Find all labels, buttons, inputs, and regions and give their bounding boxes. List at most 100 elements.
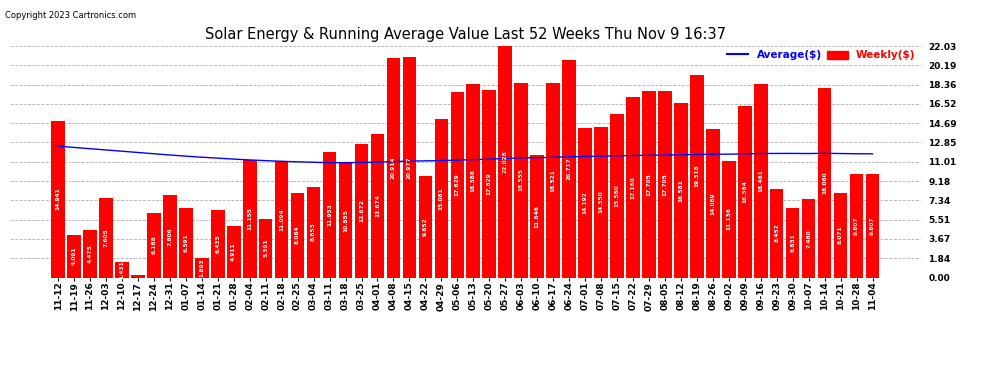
Bar	[211, 210, 225, 278]
Text: Copyright 2023 Cartronics.com: Copyright 2023 Cartronics.com	[5, 11, 136, 20]
Text: 15.560: 15.560	[615, 184, 620, 207]
Text: 4.475: 4.475	[87, 244, 92, 263]
Text: 4.911: 4.911	[232, 242, 237, 261]
Bar	[67, 234, 81, 278]
Text: 8.071: 8.071	[839, 226, 843, 245]
Text: 17.829: 17.829	[487, 172, 492, 195]
Text: 6.631: 6.631	[790, 233, 795, 252]
Bar	[674, 103, 688, 278]
Text: 5.591: 5.591	[263, 239, 268, 258]
Bar	[562, 60, 576, 278]
Bar	[786, 208, 800, 278]
Bar	[387, 58, 400, 278]
Bar	[802, 199, 816, 278]
Text: 17.160: 17.160	[631, 176, 636, 199]
Text: 20.717: 20.717	[566, 157, 571, 180]
Bar	[370, 134, 384, 278]
Text: 6.435: 6.435	[215, 234, 221, 253]
Bar	[163, 195, 176, 278]
Bar	[419, 176, 433, 278]
Bar	[339, 164, 352, 278]
Text: 14.941: 14.941	[55, 188, 60, 210]
Text: 8.064: 8.064	[295, 226, 300, 245]
Bar	[643, 92, 655, 278]
Text: 15.061: 15.061	[439, 187, 444, 210]
Bar	[323, 152, 337, 278]
Text: 18.388: 18.388	[471, 170, 476, 192]
Text: 11.646: 11.646	[535, 205, 540, 228]
Bar	[531, 155, 544, 278]
Bar	[849, 174, 863, 278]
Text: 22.028: 22.028	[503, 150, 508, 173]
Text: 7.806: 7.806	[167, 227, 172, 246]
Text: 13.674: 13.674	[375, 194, 380, 217]
Bar	[259, 219, 272, 278]
Bar	[690, 75, 704, 278]
Bar	[435, 119, 448, 278]
Bar	[403, 57, 416, 278]
Text: 18.461: 18.461	[758, 169, 763, 192]
Bar	[834, 193, 847, 278]
Text: 8.653: 8.653	[311, 223, 316, 242]
Text: 12.672: 12.672	[359, 200, 364, 222]
Text: 18.521: 18.521	[550, 169, 555, 192]
Bar	[482, 90, 496, 278]
Bar	[818, 88, 832, 278]
Text: 16.581: 16.581	[678, 179, 683, 202]
Text: 14.192: 14.192	[582, 192, 588, 214]
Text: 1.893: 1.893	[199, 258, 204, 277]
Text: 18.060: 18.060	[822, 171, 827, 194]
Text: 1.431: 1.431	[120, 261, 125, 279]
Bar	[131, 275, 145, 278]
Legend: Average($), Weekly($): Average($), Weekly($)	[728, 50, 916, 60]
Title: Solar Energy & Running Average Value Last 52 Weeks Thu Nov 9 16:37: Solar Energy & Running Average Value Las…	[205, 27, 726, 42]
Bar	[658, 92, 671, 278]
Text: 8.452: 8.452	[774, 224, 779, 243]
Bar	[148, 213, 160, 278]
Bar	[354, 144, 368, 278]
Bar	[307, 187, 321, 278]
Bar	[770, 189, 783, 278]
Text: 7.605: 7.605	[104, 228, 109, 247]
Bar	[610, 114, 624, 278]
Bar	[99, 198, 113, 278]
Text: 19.318: 19.318	[694, 165, 699, 188]
Text: 17.629: 17.629	[454, 174, 459, 196]
Bar	[594, 127, 608, 278]
Text: 11.094: 11.094	[279, 208, 284, 231]
Bar	[179, 208, 193, 278]
Bar	[83, 231, 97, 278]
Bar	[51, 120, 65, 278]
Bar	[706, 129, 720, 278]
Text: 20.977: 20.977	[407, 156, 412, 178]
Bar	[546, 83, 560, 278]
Bar	[578, 128, 592, 278]
Text: 10.855: 10.855	[343, 209, 348, 232]
Text: 11.136: 11.136	[727, 208, 732, 231]
Bar	[450, 92, 464, 278]
Bar	[498, 46, 512, 278]
Text: 7.460: 7.460	[806, 229, 811, 248]
Text: 6.168: 6.168	[151, 236, 156, 255]
Bar	[865, 174, 879, 278]
Bar	[627, 97, 640, 278]
Text: 9.652: 9.652	[423, 217, 428, 236]
Text: 17.705: 17.705	[646, 173, 651, 196]
Bar	[291, 193, 304, 278]
Bar	[275, 161, 288, 278]
Bar	[754, 84, 767, 278]
Bar	[515, 82, 528, 278]
Text: 14.089: 14.089	[710, 192, 716, 215]
Text: 4.091: 4.091	[71, 247, 76, 265]
Text: 18.555: 18.555	[519, 169, 524, 192]
Text: 6.591: 6.591	[183, 234, 188, 252]
Text: 17.705: 17.705	[662, 173, 667, 196]
Bar	[722, 160, 736, 278]
Text: 9.807: 9.807	[870, 217, 875, 235]
Bar	[195, 258, 209, 278]
Text: 11.155: 11.155	[248, 207, 252, 230]
Bar	[466, 84, 480, 278]
Text: 14.350: 14.350	[599, 191, 604, 213]
Text: 9.807: 9.807	[854, 217, 859, 235]
Text: 16.364: 16.364	[742, 180, 747, 203]
